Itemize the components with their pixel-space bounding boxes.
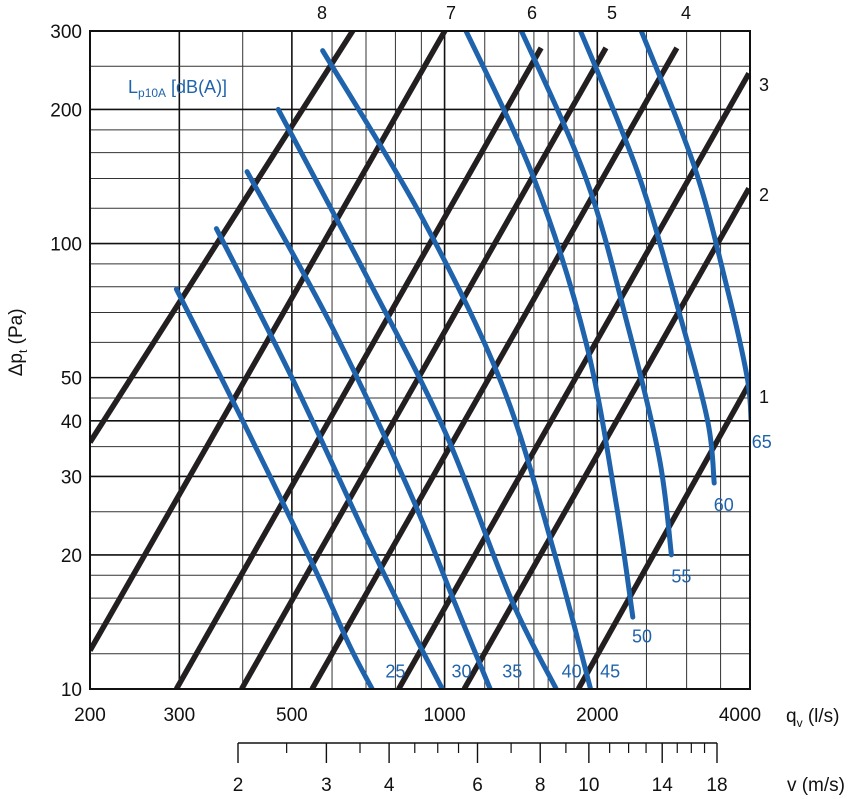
velocity-line-label-4: 4 [681,3,691,23]
y-tick-label: 300 [50,22,82,43]
x-tick-label: 300 [163,705,195,726]
velocity-line-5 [239,46,609,689]
v-tick-label: 18 [706,775,727,796]
v-tick-label: 2 [233,775,244,796]
sound-label-65: 65 [752,432,772,452]
y-tick-label: 30 [61,467,82,488]
y-tick-label: 10 [61,680,82,701]
v-tick-label: 4 [384,775,395,796]
velocity-line-label-5: 5 [607,3,617,23]
y-tick-label: 40 [61,412,82,433]
velocity-line-label-6: 6 [527,3,537,23]
sound-label-55: 55 [671,566,691,586]
velocity-line-label-3: 3 [759,75,769,95]
sound-curve-35 [244,169,493,689]
x-tick-label: 1000 [423,705,465,726]
plot-curves [90,31,750,689]
velocity-line-1 [575,382,750,689]
x-tick-label: 4000 [719,705,761,726]
plot-frame [89,30,751,690]
v-tick-label: 3 [321,775,332,796]
v-tick-label: 8 [535,775,546,796]
y-tick-label: 50 [61,369,82,390]
sound-curve-40 [275,106,559,689]
x-axis-title: qv (l/s) [786,706,840,730]
y-tick-label: 20 [61,546,82,567]
v-tick-label: 14 [652,775,674,796]
sound-label-25: 25 [385,662,405,682]
v-axis-title: v (m/s) [787,775,845,796]
sound-label-50: 50 [632,626,652,646]
velocity-line-8 [90,31,356,444]
sound-curve-55 [518,31,674,558]
velocity-line-label-8: 8 [317,3,327,23]
velocity-line-7 [90,31,448,652]
velocity-line-3 [396,72,750,689]
sound-label-30: 30 [452,662,472,682]
sound-curve-30 [213,226,445,689]
velocity-line-label-7: 7 [446,3,456,23]
sound-curve-50 [463,31,636,620]
y-tick-label: 200 [50,100,82,121]
x-tick-label: 200 [74,705,106,726]
sound-label-45: 45 [600,662,620,682]
sound-curve-60 [577,31,717,486]
velocity-line-label-1: 1 [759,387,769,407]
sound-label-35: 35 [502,662,522,682]
velocity-line-6 [173,46,544,689]
sound-legend-label: Lp10A [dB(A)] [128,77,227,100]
sound-curve-45 [320,48,594,689]
sound-label-60: 60 [714,495,734,515]
sound-curve-25 [173,286,375,689]
velocity-axis: 2 3 4 6 8 10 14 18 v (m/s) [233,742,845,796]
sound-curve-65 [638,31,750,424]
v-tick-label: 6 [472,775,483,796]
y-tick-label: 100 [50,235,82,256]
velocity-line-label-2: 2 [759,185,769,205]
x-tick-label: 2000 [576,705,618,726]
sound-label-40: 40 [562,662,582,682]
x-tick-label: 500 [276,705,308,726]
v-tick-label: 10 [578,775,599,796]
y-axis-title: Δpt (Pa) [6,308,30,376]
